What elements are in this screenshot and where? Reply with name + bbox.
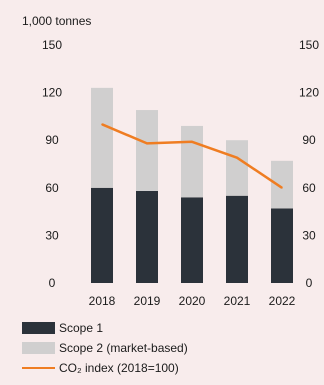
y-axis-right: 0 30 60 90 120 150 xyxy=(299,38,319,290)
x-tick-label-2018: 2018 xyxy=(89,294,116,308)
x-axis-labels: 2018 2019 2020 2021 2022 xyxy=(89,294,296,308)
x-tick-label-2019: 2019 xyxy=(134,294,161,308)
legend-swatch-scope-1 xyxy=(22,322,55,334)
legend-swatch-co2-index xyxy=(22,367,55,369)
y-tick-label-right: 120 xyxy=(299,86,319,100)
bar-scope-2-2020 xyxy=(181,125,203,198)
x-tick-label-2022: 2022 xyxy=(269,294,296,308)
y-tick-label-right: 30 xyxy=(302,228,316,242)
bar-scope-1-2022 xyxy=(271,208,293,283)
bar-scope-2-2021 xyxy=(226,140,248,196)
bar-scope-1-2021 xyxy=(226,195,248,283)
legend-label-co2-index: CO₂ index (2018=100) xyxy=(59,361,179,375)
legend-label-scope-1: Scope 1 xyxy=(59,321,104,335)
y-axis-unit-label: 1,000 tonnes xyxy=(22,14,91,28)
co2-index-point-2021 xyxy=(236,156,238,159)
x-tick-label-2020: 2020 xyxy=(179,294,206,308)
bar-scope-1-2019 xyxy=(136,190,158,283)
x-tick-label-2021: 2021 xyxy=(224,294,251,308)
y-tick-label-left: 0 xyxy=(49,276,56,290)
index-line-series xyxy=(101,123,283,189)
legend-item-co2-index: CO₂ index (2018=100) xyxy=(22,358,188,378)
bar-scope-1-2018 xyxy=(91,187,113,283)
legend-item-scope-1: Scope 1 xyxy=(22,318,188,338)
legend-label-scope-2: Scope 2 (market-based) xyxy=(59,341,188,355)
y-axis-left: 0 30 60 90 120 150 xyxy=(42,38,62,290)
y-tick-label-left: 60 xyxy=(45,181,59,195)
bar-scope-1-2020 xyxy=(181,197,203,283)
bar-scope-2-2018 xyxy=(91,87,113,188)
bar-scope-2-2019 xyxy=(136,110,158,191)
bar-scope-2-2022 xyxy=(271,160,293,209)
co2-index-point-2022 xyxy=(281,187,283,189)
bar-series xyxy=(91,87,293,283)
y-tick-label-left: 120 xyxy=(42,86,62,100)
y-tick-label-left: 150 xyxy=(42,38,62,52)
co2-index-point-2019 xyxy=(146,142,148,145)
y-tick-label-right: 60 xyxy=(302,181,316,195)
y-tick-label-right: 0 xyxy=(306,276,313,290)
co2-index-point-2020 xyxy=(191,140,193,143)
co2-index-point-2018 xyxy=(101,123,103,126)
y-tick-label-left: 90 xyxy=(45,133,59,147)
legend: Scope 1 Scope 2 (market-based) CO₂ index… xyxy=(22,318,188,378)
y-tick-label-right: 150 xyxy=(299,38,319,52)
y-tick-label-left: 30 xyxy=(45,228,59,242)
legend-item-scope-2: Scope 2 (market-based) xyxy=(22,338,188,358)
legend-swatch-scope-2 xyxy=(22,342,55,354)
co2-emissions-chart: 1,000 tonnes 0 30 60 90 120 150 0 30 60 90 120 150… xyxy=(22,14,319,308)
y-tick-label-right: 90 xyxy=(302,133,316,147)
